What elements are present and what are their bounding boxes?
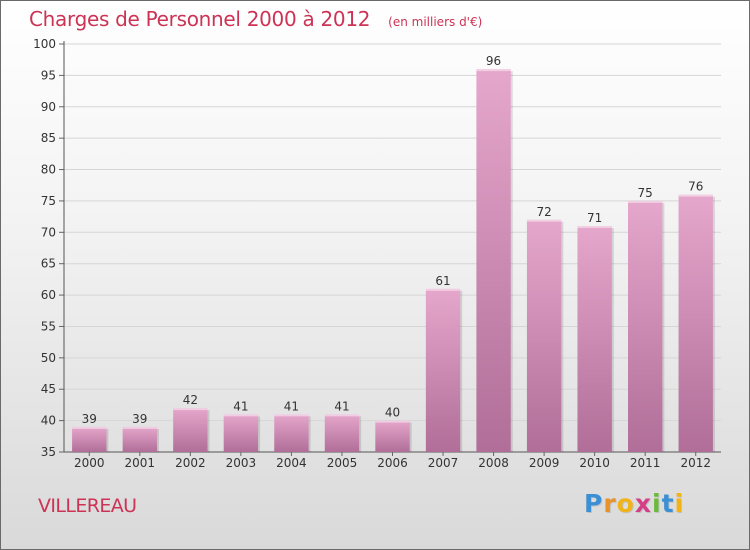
y-tick-label: 70 bbox=[41, 225, 56, 239]
y-tick-label: 65 bbox=[41, 257, 56, 271]
x-tick-label: 2006 bbox=[377, 456, 408, 470]
x-tick-label: 2002 bbox=[175, 456, 206, 470]
data-label: 71 bbox=[587, 211, 602, 225]
logo-letter: r bbox=[603, 489, 617, 518]
y-tick-label: 90 bbox=[41, 100, 56, 114]
y-tick-label: 75 bbox=[41, 194, 56, 208]
logo-letter: P bbox=[584, 489, 604, 518]
bar bbox=[526, 219, 562, 452]
bar-highlight bbox=[628, 200, 663, 203]
bar bbox=[324, 414, 360, 452]
bar-highlight bbox=[678, 194, 713, 197]
logo-letter: o bbox=[616, 489, 635, 518]
y-tick-label: 100 bbox=[33, 37, 56, 51]
data-label: 42 bbox=[183, 393, 198, 407]
x-tick-label: 2004 bbox=[276, 456, 307, 470]
y-tick-label: 50 bbox=[41, 351, 56, 365]
grid-lines bbox=[64, 43, 721, 422]
bar bbox=[173, 408, 208, 452]
data-label: 75 bbox=[638, 186, 653, 200]
bar-highlight bbox=[425, 288, 461, 291]
x-tick-label: 2003 bbox=[226, 456, 257, 470]
data-label: 39 bbox=[82, 412, 97, 426]
bar-highlight bbox=[72, 426, 107, 429]
bar bbox=[223, 414, 259, 452]
bars bbox=[72, 69, 715, 452]
logo-letter: t bbox=[661, 489, 675, 518]
bar-highlight bbox=[324, 414, 360, 417]
data-label: 40 bbox=[385, 406, 400, 420]
x-tick-label: 2009 bbox=[529, 456, 560, 470]
x-tick-label: 2010 bbox=[579, 456, 610, 470]
bar-highlight bbox=[223, 414, 259, 417]
data-label: 41 bbox=[284, 399, 299, 413]
data-label: 41 bbox=[233, 399, 248, 413]
bar bbox=[375, 420, 410, 452]
y-tick-label: 40 bbox=[41, 414, 56, 428]
title-row: Charges de Personnel 2000 à 2012 (en mil… bbox=[29, 7, 482, 31]
bar bbox=[628, 200, 663, 452]
x-tick-label: 2000 bbox=[74, 456, 105, 470]
data-label: 41 bbox=[334, 399, 349, 413]
y-tick-label: 55 bbox=[41, 319, 56, 333]
x-tick-label: 2001 bbox=[125, 456, 156, 470]
x-tick-label: 2005 bbox=[327, 456, 358, 470]
x-tick-label: 2011 bbox=[630, 456, 661, 470]
y-tick-label: 95 bbox=[41, 68, 56, 82]
x-tick-label: 2008 bbox=[478, 456, 509, 470]
logo-letter: i bbox=[674, 489, 685, 518]
chart-subtitle: (en milliers d'€) bbox=[388, 15, 483, 29]
bar bbox=[425, 288, 461, 452]
chart-title: Charges de Personnel 2000 à 2012 bbox=[29, 7, 371, 31]
bar-highlight bbox=[122, 426, 157, 429]
bar bbox=[577, 226, 612, 452]
place-name: VILLEREAU bbox=[38, 495, 137, 517]
x-tick-label: 2012 bbox=[680, 456, 711, 470]
data-label: 76 bbox=[688, 180, 703, 194]
bar-highlight bbox=[173, 408, 208, 411]
bar-highlight bbox=[577, 226, 612, 229]
bar bbox=[122, 426, 157, 452]
axes bbox=[59, 41, 721, 456]
y-tick-label: 80 bbox=[41, 163, 56, 177]
bar-highlight bbox=[375, 420, 410, 423]
data-label: 72 bbox=[536, 205, 551, 219]
bar bbox=[678, 194, 713, 452]
bar bbox=[476, 69, 511, 452]
y-tick-label: 60 bbox=[41, 288, 56, 302]
labels: 35 40 45 50 55 60 65 70 75 80 85 90 95 100 39 2000 39 200… bbox=[33, 37, 711, 470]
y-tick-label: 85 bbox=[41, 131, 56, 145]
data-label: 61 bbox=[435, 274, 450, 288]
bar bbox=[72, 426, 107, 452]
data-label: 39 bbox=[132, 412, 147, 426]
bar bbox=[274, 414, 309, 452]
x-tick-label: 2007 bbox=[428, 456, 459, 470]
logo-letter: i bbox=[652, 489, 662, 518]
y-tick-label: 35 bbox=[41, 445, 56, 459]
data-label: 96 bbox=[486, 54, 501, 68]
bar-highlight bbox=[274, 414, 309, 417]
y-tick-label: 45 bbox=[41, 382, 56, 396]
bar-highlight bbox=[526, 219, 562, 222]
logo-letter: x bbox=[634, 489, 652, 518]
bar-highlight bbox=[476, 69, 511, 72]
proxiti-logo: Proxiti bbox=[584, 489, 684, 518]
